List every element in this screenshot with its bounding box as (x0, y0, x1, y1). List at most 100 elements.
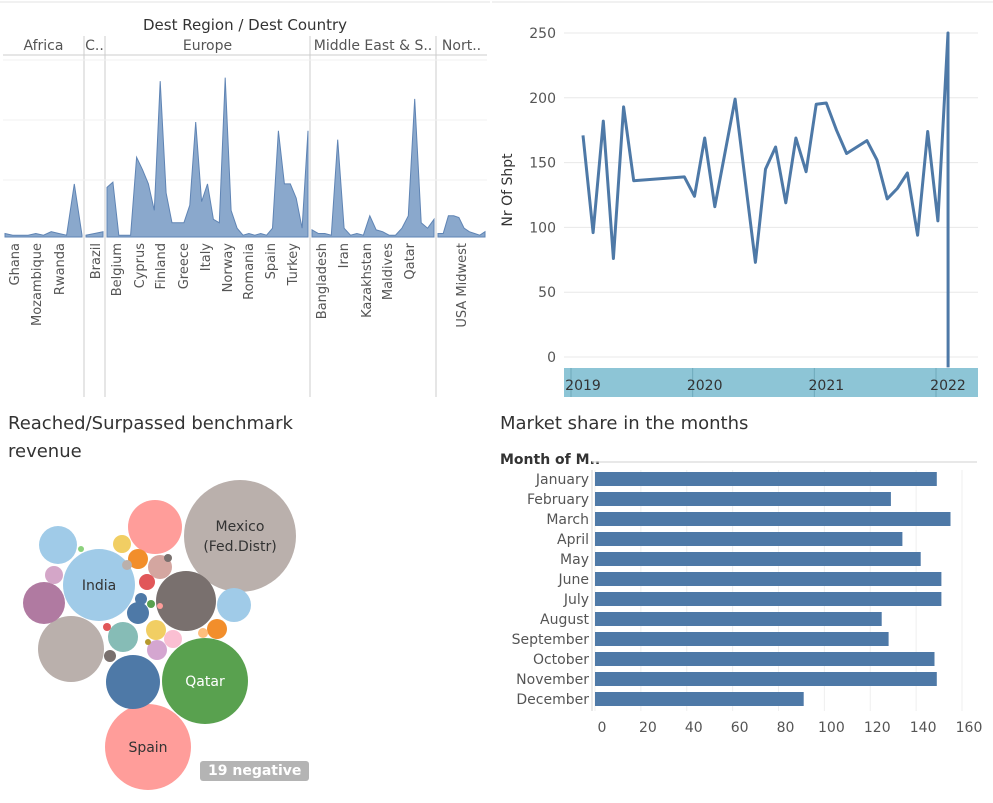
bar-may[interactable] (595, 552, 921, 566)
bubble[interactable] (139, 574, 155, 590)
bar-x-tick: 60 (731, 720, 749, 736)
bubble[interactable] (128, 549, 148, 569)
bubble-label: Mexico (216, 519, 265, 535)
bar-january[interactable] (595, 472, 937, 486)
timeline-chart: Nr Of Shpt 0 50 100 150 200 250 2019 2020 2021 2… (492, 1, 993, 397)
country-tick-label: Rwanda (53, 243, 68, 295)
bubble[interactable] (156, 571, 216, 631)
bar-category-label: July (563, 592, 589, 608)
area-region-shape[interactable] (85, 231, 104, 238)
bubble[interactable] (207, 619, 227, 639)
bubble[interactable] (147, 640, 167, 660)
bubble-chart-title: Reached/Surpassed benchmark revenue (8, 413, 293, 462)
region-header: Africa (24, 38, 64, 54)
month-column-header: Month of M.. (500, 452, 600, 468)
bubble[interactable] (108, 622, 138, 652)
bar-x-tick: 100 (818, 720, 845, 736)
timeline-year-label: 2021 (809, 378, 845, 394)
area-chart-panel: Dest Region / Dest Country Africa C.. Euro… (0, 0, 490, 400)
bar-category-label: June (558, 572, 590, 588)
bar-november[interactable] (595, 672, 937, 686)
bar-april[interactable] (595, 532, 903, 546)
bar-march[interactable] (595, 512, 951, 526)
country-tick-label: Brazil (89, 243, 104, 279)
bar-x-tick: 0 (598, 720, 607, 736)
country-tick-label: Finland (154, 243, 169, 289)
bubble[interactable] (217, 588, 251, 622)
area-region-shape[interactable] (311, 98, 435, 238)
timeline-y-tick: 150 (529, 156, 556, 172)
bubble[interactable] (135, 593, 147, 605)
bar-september[interactable] (595, 632, 889, 646)
bar-july[interactable] (595, 592, 942, 606)
country-tick-label: Belgium (110, 243, 125, 296)
area-region-shape[interactable] (4, 183, 83, 238)
bubble[interactable] (38, 616, 104, 682)
region-header: Middle East & S.. (314, 38, 433, 54)
bubble[interactable] (164, 630, 182, 648)
bar-category-label: October (533, 652, 589, 668)
bar-october[interactable] (595, 652, 935, 666)
bubble-spain[interactable] (105, 704, 191, 790)
bubble-label: (Fed.Distr) (203, 539, 276, 555)
bubble[interactable] (106, 655, 160, 709)
bubble[interactable] (198, 628, 208, 638)
bubble-india[interactable] (63, 549, 135, 621)
bubble[interactable] (78, 546, 84, 552)
bar-category-label: December (516, 692, 589, 708)
bubble-label: Qatar (185, 674, 225, 690)
bar-february[interactable] (595, 492, 891, 506)
bubble[interactable] (113, 535, 131, 553)
timeline-band[interactable] (564, 368, 978, 397)
bar-x-tick: 20 (639, 720, 657, 736)
bubble[interactable] (127, 602, 149, 624)
bar-x-tick: 140 (910, 720, 937, 736)
bubble[interactable] (164, 554, 172, 562)
market-share-bar-chart: Month of M.. January February March April Ma… (500, 452, 983, 736)
country-tick-label: Romania (242, 243, 257, 300)
area-chart-header: Dest Region / Dest Country (143, 16, 347, 34)
area-region-shape[interactable] (437, 215, 486, 238)
negative-count-badge[interactable]: 19 negative (200, 761, 310, 781)
country-tick-label: Maldives (381, 243, 396, 300)
bubble[interactable] (39, 526, 77, 564)
timeline-y-tick: 50 (538, 285, 556, 301)
bubble-chart: Mexico (Fed.Distr) India Qatar Spain (23, 480, 296, 790)
timeline-panel: Nr Of Shpt 0 50 100 150 200 250 2019 2020 2021 2… (492, 0, 993, 400)
bubble-label: India (82, 578, 116, 594)
country-tick-label: Bangladesh (315, 243, 330, 319)
region-header: Europe (183, 38, 232, 54)
bar-x-tick: 160 (956, 720, 983, 736)
bubble[interactable] (146, 620, 166, 640)
area-chart: Dest Region / Dest Country Africa C.. Euro… (0, 1, 490, 397)
country-tick-label: Norway (221, 243, 236, 293)
bubble[interactable] (23, 582, 65, 624)
bar-june[interactable] (595, 572, 942, 586)
bubble[interactable] (104, 650, 116, 662)
bar-category-label: January (535, 472, 589, 488)
country-tick-label: Ghana (8, 243, 23, 286)
timeline-y-tick: 250 (529, 26, 556, 42)
bubble-mexico-fed-distr[interactable] (184, 480, 296, 592)
bubble[interactable] (128, 500, 182, 554)
country-tick-label: Kazakhstan (360, 243, 375, 318)
bubble-qatar[interactable] (162, 638, 248, 724)
market-share-title: Market share in the months (500, 413, 749, 434)
bubble[interactable] (45, 566, 63, 584)
bubble[interactable] (147, 600, 155, 608)
bar-december[interactable] (595, 692, 804, 706)
country-tick-label: Italy (199, 243, 214, 272)
timeline-year-label: 2019 (565, 378, 601, 394)
bar-category-label: August (540, 612, 590, 628)
timeline-y-axis-label: Nr Of Shpt (500, 153, 516, 227)
bar-category-label: March (546, 512, 589, 528)
region-header: Nort.. (442, 38, 481, 54)
country-tick-label: Spain (264, 243, 279, 279)
bubble[interactable] (145, 639, 151, 645)
bubble[interactable] (103, 623, 111, 631)
bubble[interactable] (122, 560, 132, 570)
timeline-y-tick: 200 (529, 91, 556, 107)
bar-august[interactable] (595, 612, 882, 626)
bubble[interactable] (157, 603, 163, 609)
area-region-shape[interactable] (106, 77, 309, 238)
